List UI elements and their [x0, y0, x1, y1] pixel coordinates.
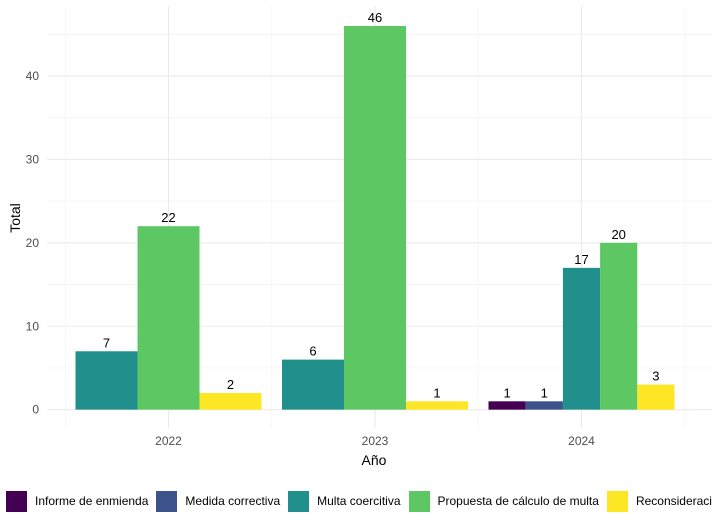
legend-item: Medida correctiva — [156, 490, 281, 512]
legend-item: Multa coercitiva — [288, 490, 401, 512]
legend-swatch — [408, 490, 430, 512]
legend-item: Reconsideración — [606, 490, 712, 512]
data-label: 7 — [103, 335, 110, 350]
legend-label: Medida correctiva — [185, 494, 281, 508]
x-axis-title: Año — [362, 452, 387, 468]
legend-item: Informe de enmienda — [6, 490, 149, 512]
bar-2024-multa-coercitiva — [562, 267, 601, 410]
legend-label: Reconsideración — [635, 494, 712, 508]
x-axis-ticks: 2022 2023 2024 — [155, 434, 595, 448]
data-label: 2 — [227, 377, 234, 392]
y-axis-title: Total — [7, 203, 23, 233]
bar-2024-propuesta-de-c-lculo-de-multa — [600, 242, 638, 410]
y-tick-label: 10 — [26, 319, 40, 333]
bar-2024-informe-de-enmienda — [488, 401, 526, 410]
bar-2022-reconsideraci-n — [199, 392, 262, 410]
data-label: 6 — [309, 344, 316, 359]
data-label: 22 — [161, 210, 175, 225]
data-label: 1 — [433, 385, 440, 400]
bar-2024-reconsideraci-n — [637, 384, 675, 410]
legend: Informe de enmienda Medida correctiva Mult… — [6, 488, 712, 514]
y-tick-label: 20 — [26, 236, 40, 250]
bars — [75, 26, 675, 410]
bar-2023-propuesta-de-c-lculo-de-multa — [344, 26, 406, 410]
x-tick-label: 2023 — [362, 434, 389, 448]
legend-item: Propuesta de cálculo de multa — [408, 490, 599, 512]
bar-2022-propuesta-de-c-lculo-de-multa — [137, 226, 200, 410]
bar-2023-multa-coercitiva — [282, 359, 344, 410]
legend-swatch — [156, 490, 178, 512]
legend-swatch — [6, 490, 27, 512]
legend-swatch — [606, 490, 628, 512]
y-axis-ticks: 0 10 20 30 40 — [26, 69, 40, 417]
legend-label: Informe de enmienda — [35, 494, 149, 508]
y-tick-label: 40 — [26, 69, 40, 83]
data-label: 17 — [574, 252, 588, 267]
bar-2024-medida-correctiva — [525, 401, 563, 410]
data-label: 20 — [611, 227, 625, 242]
y-tick-label: 0 — [32, 403, 39, 417]
data-label: 1 — [541, 385, 548, 400]
x-tick-label: 2024 — [568, 434, 595, 448]
x-tick-label: 2022 — [155, 434, 182, 448]
data-label: 1 — [503, 385, 510, 400]
data-label: 46 — [368, 10, 382, 25]
legend-label: Multa coercitiva — [317, 494, 401, 508]
bar-2022-multa-coercitiva — [75, 351, 138, 410]
legend-swatch — [288, 490, 310, 512]
bar-2023-reconsideraci-n — [406, 401, 468, 410]
y-tick-label: 30 — [26, 152, 40, 166]
data-label: 3 — [652, 369, 659, 384]
legend-label: Propuesta de cálculo de multa — [437, 494, 599, 508]
